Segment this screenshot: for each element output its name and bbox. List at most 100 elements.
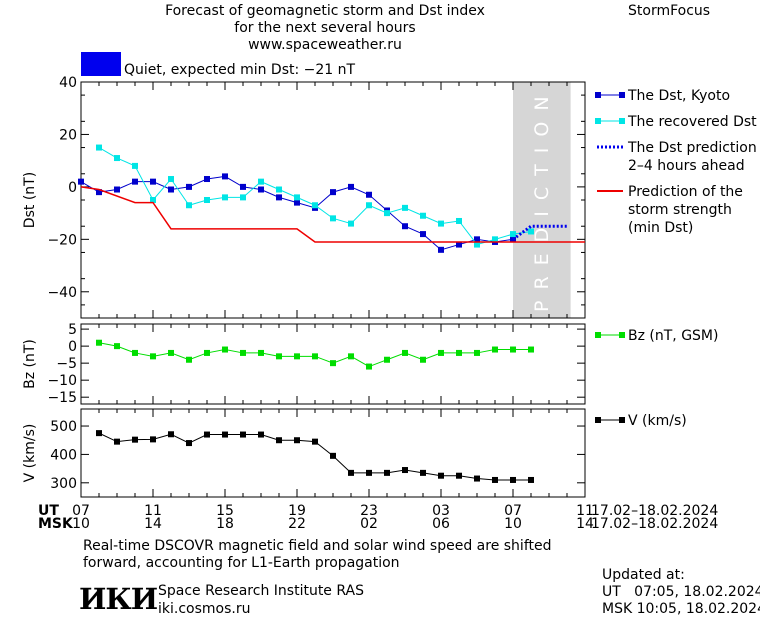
data-point [294, 437, 300, 444]
data-point [150, 197, 156, 203]
legend-marker [595, 118, 601, 124]
data-point [492, 236, 498, 243]
data-point [474, 236, 480, 243]
data-point [168, 349, 174, 356]
data-point [348, 353, 354, 360]
y-tick-label: 500 [50, 419, 77, 435]
data-point [510, 476, 516, 483]
msk-tick-label: 14 [576, 516, 594, 532]
data-point [222, 431, 228, 438]
msk-tick-label: 14 [144, 516, 162, 532]
data-point [528, 346, 534, 353]
ut-tick-label: 23 [360, 503, 378, 519]
data-point [384, 469, 390, 476]
chart-area: PREDICTION 40 20 0 −20 −40 Dst (nT) The Dst, Ky… [22, 75, 757, 532]
data-point [330, 360, 336, 367]
data-point [384, 356, 390, 363]
institute-name: Space Research Institute RAS [158, 583, 364, 599]
data-point [294, 199, 300, 206]
ut-tick-label: 19 [288, 503, 306, 519]
updated-ut: UT 07:05, 18.02.2024 [602, 584, 760, 600]
y-tick-label: −15 [47, 390, 77, 406]
ut-axis-label: UT [38, 503, 59, 519]
y-tick-label: −40 [47, 285, 77, 301]
data-point [150, 436, 156, 443]
data-point [258, 178, 264, 185]
source-url: www.spaceweather.ru [248, 37, 402, 53]
data-point [258, 431, 264, 438]
data-point [168, 176, 174, 183]
msk-tick-label: 02 [360, 516, 378, 532]
status-text: Quiet, expected min Dst: −21 nT [124, 62, 356, 78]
data-point [492, 476, 498, 483]
data-point [312, 353, 318, 360]
legend-marker [619, 92, 625, 98]
brand-name: StormFocus [628, 3, 711, 19]
data-point [402, 204, 408, 211]
data-point [420, 356, 426, 363]
data-point [438, 472, 444, 479]
data-point [402, 467, 408, 474]
data-point [510, 346, 516, 353]
data-point [168, 431, 174, 438]
legend-label: The recovered Dst [627, 114, 757, 130]
data-point [186, 440, 192, 447]
data-point [222, 194, 228, 201]
y-tick-label: 0 [68, 180, 77, 196]
legend-label: V (km/s) [628, 413, 687, 429]
data-point [204, 197, 210, 203]
data-point [492, 346, 498, 353]
legend-label: storm strength [628, 202, 732, 218]
y-tick-label: 40 [59, 75, 77, 91]
data-point [528, 476, 534, 483]
ut-tick-label: 11 [144, 503, 162, 519]
legend-marker [595, 92, 601, 98]
data-point [402, 349, 408, 356]
data-point [222, 346, 228, 353]
data-point [330, 452, 336, 459]
msk-tick-label: 10 [72, 516, 90, 532]
data-point [186, 202, 192, 209]
data-point [276, 186, 282, 193]
y-tick-label: −5 [56, 356, 77, 372]
data-point [456, 217, 462, 224]
data-point [276, 353, 282, 360]
footer-note-line1: Real-time DSCOVR magnetic field and sola… [83, 538, 552, 554]
data-point [528, 228, 534, 235]
data-point [312, 438, 318, 445]
iki-logo: ИКИ [79, 582, 158, 616]
y-axis-label: Bz (nT) [22, 339, 38, 389]
legend-marker [619, 332, 625, 338]
chart-title-line1: Forecast of geomagnetic storm and Dst in… [165, 3, 485, 19]
data-point [456, 472, 462, 479]
chart-title-line2: for the next several hours [234, 20, 416, 36]
data-point [96, 144, 102, 151]
data-point [132, 178, 138, 185]
data-point [96, 189, 102, 196]
data-point [240, 194, 246, 201]
data-point [258, 349, 264, 356]
data-point [474, 349, 480, 356]
ut-tick-label: 03 [432, 503, 450, 519]
msk-axis-label: MSK [38, 516, 74, 532]
data-point [420, 231, 426, 238]
data-point [348, 469, 354, 476]
data-point [240, 431, 246, 438]
data-point [168, 186, 174, 193]
data-point [384, 210, 390, 217]
data-point [456, 349, 462, 356]
ut-date-range: 17.02–18.02.2024 [591, 503, 718, 519]
data-point [222, 173, 228, 180]
legend-marker [595, 332, 601, 338]
legend-label: Bz (nT, GSM) [628, 328, 718, 344]
data-point [438, 220, 444, 227]
data-point [366, 363, 372, 370]
series-line-dst [98, 147, 532, 246]
y-tick-label: −10 [47, 373, 77, 389]
msk-tick-label: 06 [432, 516, 450, 532]
data-point [114, 343, 120, 350]
footer-note-line2: forward, accounting for L1-Earth propaga… [83, 555, 400, 571]
data-point [114, 186, 120, 193]
data-point [132, 349, 138, 356]
y-tick-label: 300 [50, 476, 77, 492]
